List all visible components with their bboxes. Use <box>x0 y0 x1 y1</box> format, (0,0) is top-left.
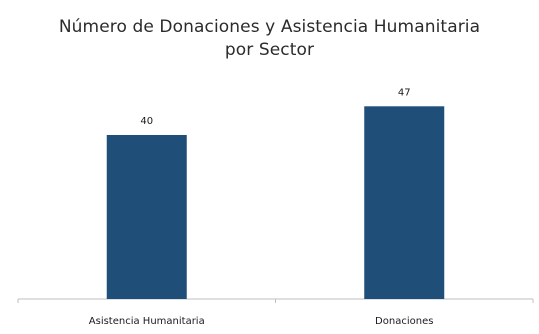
x-tick-label-1: Asistencia Humanitaria <box>89 316 205 327</box>
data-label-2: 47 <box>398 87 411 98</box>
chart-title-line-1: Número de Donaciones y Asistencia Humani… <box>58 17 481 37</box>
bar-1 <box>106 135 187 299</box>
x-tick-label-2: Donaciones <box>375 316 433 327</box>
chart-title-line-2: por Sector <box>224 40 315 60</box>
chart-title: Número de Donaciones y Asistencia Humani… <box>0 16 539 62</box>
data-label-1: 40 <box>140 116 153 127</box>
bar-2 <box>364 106 445 299</box>
